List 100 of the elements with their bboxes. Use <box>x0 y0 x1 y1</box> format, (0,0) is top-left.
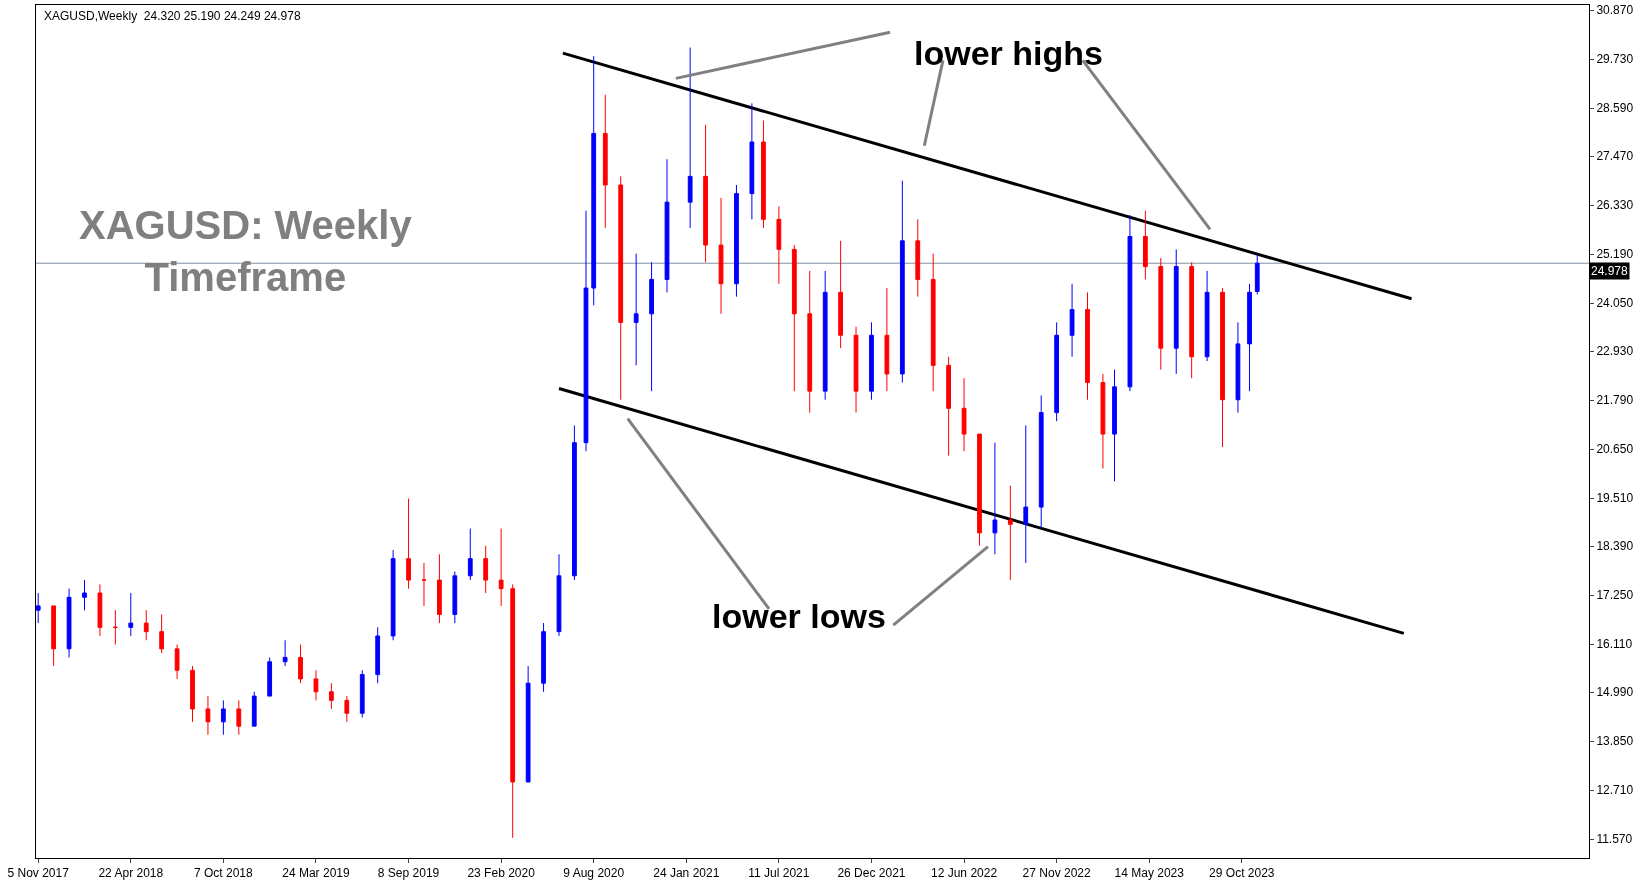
y-tick-label: 25.190 <box>1596 247 1634 262</box>
x-tick-label: 8 Sep 2019 <box>377 866 440 881</box>
candlestick <box>36 592 41 624</box>
candlestick <box>899 180 905 384</box>
candlestick <box>437 553 442 624</box>
candlestick <box>1112 369 1117 482</box>
candlestick <box>838 240 843 349</box>
candlestick <box>1069 283 1075 358</box>
candlestick <box>703 124 708 263</box>
candlestick <box>853 326 859 414</box>
candlestick <box>1235 321 1241 414</box>
annotation: lower lows <box>712 597 886 635</box>
y-tick-label: 29.730 <box>1596 52 1634 67</box>
y-tick-label: 28.590 <box>1596 101 1634 116</box>
candlestick <box>734 184 739 298</box>
y-tick-label: 12.710 <box>1596 783 1634 798</box>
candlestick <box>1254 253 1260 296</box>
candlestick <box>467 528 473 581</box>
candlestick <box>344 695 350 723</box>
candlestick <box>1100 373 1106 469</box>
x-tick-label: 27 Nov 2022 <box>1022 866 1091 881</box>
candlestick <box>572 424 577 581</box>
candlestick <box>1023 424 1029 564</box>
candlestick <box>687 47 693 229</box>
x-tick-label: 29 Oct 2023 <box>1209 866 1275 881</box>
candlestick <box>220 699 226 736</box>
x-tick-label: 12 Jun 2022 <box>931 866 998 881</box>
y-tick-label: 13.850 <box>1596 734 1634 749</box>
x-tick-label: 7 Oct 2018 <box>194 866 254 881</box>
candlestick <box>483 545 489 594</box>
candlestick <box>791 244 797 392</box>
x-tick-label: 5 Nov 2017 <box>7 866 70 881</box>
candlestick <box>1054 321 1060 422</box>
candlestick <box>992 442 998 555</box>
candlestick <box>267 656 273 697</box>
x-tick-label: 22 Apr 2018 <box>98 866 164 881</box>
candlestick <box>282 639 288 667</box>
x-tick-label: 24 Mar 2019 <box>282 866 350 881</box>
candlestick <box>390 549 396 641</box>
candlestick <box>375 626 381 684</box>
candlestick <box>1038 394 1044 530</box>
x-tick-label: 26 Dec 2021 <box>837 866 906 881</box>
candlestick <box>498 528 504 607</box>
candlestick <box>930 253 936 392</box>
ref-line-label: 24.978 <box>1591 264 1629 278</box>
y-tick-label: 27.470 <box>1596 149 1634 164</box>
y-tick-label: 17.250 <box>1596 588 1634 603</box>
candlestick <box>591 55 597 306</box>
candlestick <box>633 253 639 366</box>
candlestick <box>205 695 211 736</box>
y-tick-label: 22.930 <box>1596 344 1634 359</box>
candlestick <box>143 609 149 641</box>
candlestick <box>112 609 118 646</box>
candlestick <box>718 197 724 315</box>
candlestick <box>822 270 828 401</box>
candlestick <box>251 691 257 727</box>
y-tick-label: 18.390 <box>1596 539 1634 554</box>
candlestick <box>807 270 813 414</box>
candlestick <box>776 205 782 285</box>
y-tick-label: 19.510 <box>1596 491 1634 506</box>
candlestick <box>236 699 242 736</box>
candlestick <box>190 665 195 723</box>
candlestick <box>359 669 365 719</box>
candlestick <box>664 158 670 293</box>
candlestick <box>51 605 57 667</box>
candlestick <box>1220 287 1225 448</box>
candlestick <box>915 218 921 298</box>
candlestick <box>946 356 952 457</box>
y-tick-label: 14.990 <box>1596 685 1634 700</box>
x-tick-label: 23 Feb 2020 <box>467 866 536 881</box>
candlestick <box>1158 257 1164 371</box>
candlestick <box>961 377 967 452</box>
y-tick-label: 21.790 <box>1596 393 1634 408</box>
candlestick <box>128 592 134 637</box>
candlestick <box>66 588 72 658</box>
candlestick <box>1204 270 1210 362</box>
candlestick <box>541 622 546 693</box>
candlestick <box>329 682 334 710</box>
candlestick <box>82 579 87 611</box>
candlestick <box>174 644 180 680</box>
candlestick <box>602 94 608 229</box>
candlestick <box>618 175 624 401</box>
candlestick <box>1127 214 1133 392</box>
candlestick <box>583 210 589 452</box>
candlestick <box>159 613 165 654</box>
candlestick <box>510 583 516 839</box>
y-tick-label: 11.570 <box>1596 832 1633 847</box>
y-tick-label: 26.330 <box>1596 198 1634 213</box>
x-tick-label: 11 Jul 2021 <box>748 866 810 881</box>
chart-subtitle: XAGUSD,Weekly 24.320 25.190 24.249 24.978 <box>44 9 301 23</box>
candlestick <box>406 498 411 590</box>
x-tick-label: 24 Jan 2021 <box>653 866 720 881</box>
candlestick <box>525 665 531 783</box>
candlestick <box>298 644 303 684</box>
candlestick <box>761 120 766 229</box>
x-tick-label: 14 May 2023 <box>1114 866 1185 881</box>
candlestick <box>749 102 755 220</box>
candlestick <box>97 583 103 637</box>
candlestick <box>1189 261 1195 379</box>
candlestick <box>649 261 654 392</box>
